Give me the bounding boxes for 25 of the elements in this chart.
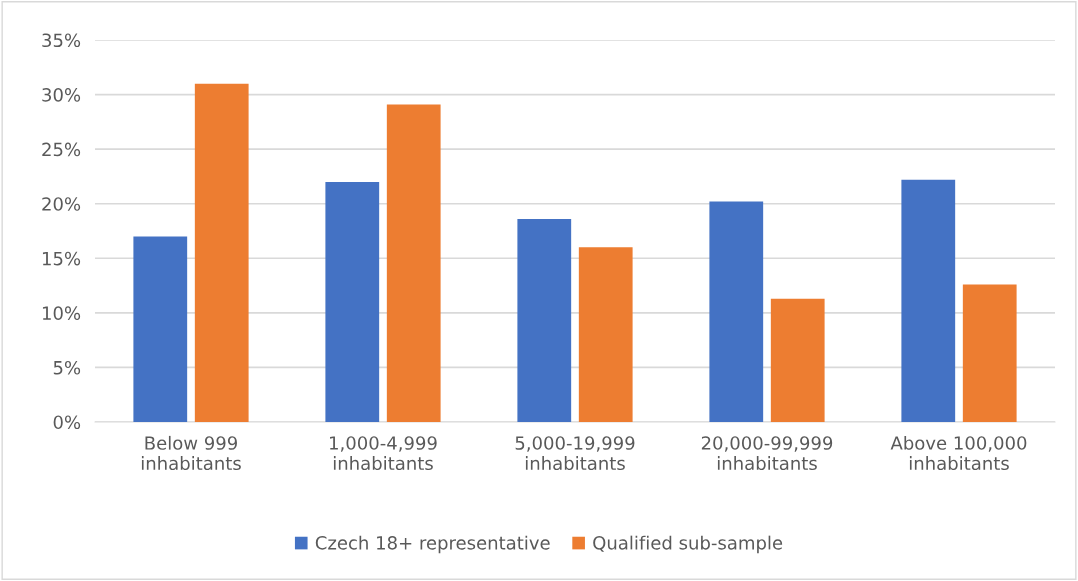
y-tick-label: 15% [42,251,81,266]
x-tick-label: 20,000-99,999 inhabitants [701,436,833,471]
y-tick-label: 30% [42,88,81,102]
legend-label: Qualified sub-sample [593,535,783,554]
y-tick-label: 10% [42,306,81,320]
legend-label: Czech 18+ representative [315,535,550,554]
bar [133,236,188,422]
x-tick-label: Below 999 inhabitants [141,435,241,471]
y-tick-label: 5% [53,360,81,375]
bar [901,179,956,422]
x-tick-label: 5,000-19,999 inhabitants [515,436,635,471]
y-tick-label: 20% [42,197,81,211]
bar [386,104,441,422]
x-tick-label: 1,000-4,999 inhabitants [330,436,437,471]
y-tick-label: 0% [53,415,81,430]
bar [578,247,633,422]
bar [770,298,825,422]
y-tick-label: 35% [42,33,81,48]
x-tick-label: Above 100,000 inhabitants [890,435,1027,471]
bar [962,284,1017,422]
bar [194,83,249,422]
bar [325,181,380,422]
bar [709,201,764,422]
y-tick-label: 25% [42,142,81,157]
bar [517,218,572,422]
